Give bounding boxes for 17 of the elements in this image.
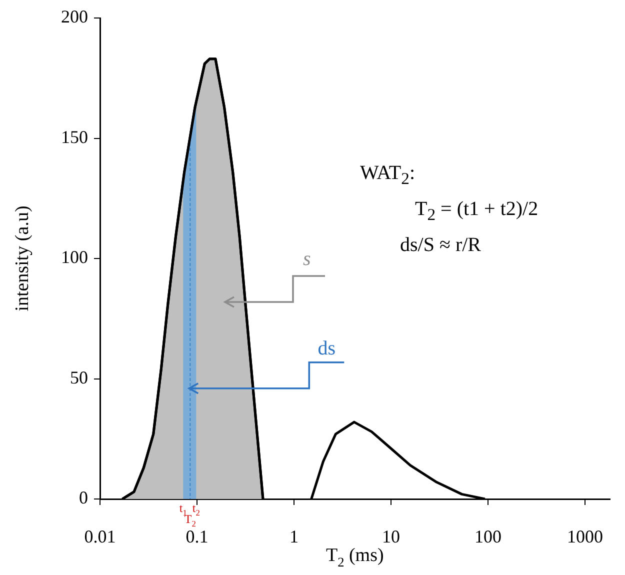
x-tick-label: 100 xyxy=(474,526,502,547)
y-tick-label: 150 xyxy=(61,126,88,147)
annotation: ds xyxy=(318,337,336,360)
annotation: ds/S ≈ r/R xyxy=(399,233,482,258)
x-tick-label: 10 xyxy=(382,526,400,547)
x-tick-label: 1000 xyxy=(567,526,603,547)
y-tick-label: 100 xyxy=(61,247,88,268)
x-tick-label: 0.01 xyxy=(84,526,116,547)
y-tick-label: 200 xyxy=(61,6,88,27)
annotation: T$_{2}$ = (t1 + t2)/2 xyxy=(414,197,538,226)
x-tick-label: 0.1 xyxy=(186,526,208,547)
annotation: WAT$_{2}$: xyxy=(360,161,416,190)
y-tick-label: 0 xyxy=(79,488,88,508)
y-tick-label: 50 xyxy=(70,367,88,388)
annotation: s xyxy=(303,248,311,271)
x-tick-label: 1 xyxy=(290,526,298,547)
y-axis-title: intensity (a.u) xyxy=(12,206,33,312)
